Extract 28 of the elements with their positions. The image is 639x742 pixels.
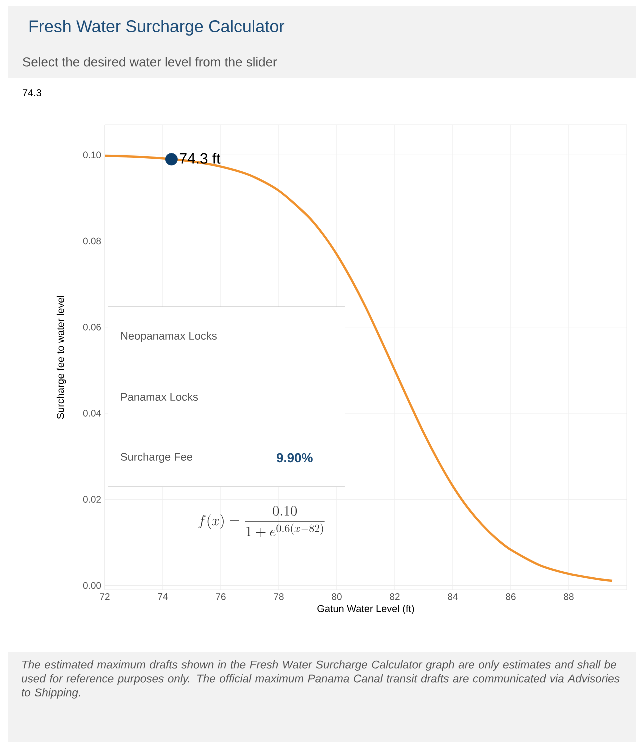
y-tick-label: 0.00: [83, 582, 102, 590]
x-tick-label: 74: [158, 594, 168, 600]
text: The estimated maximum drafts shown in the Fresh Water Surcharge Calculator graph are only estimates and shall be used for reference purposes only. The official maximum Panama Canal transit drafts are communicated via Advisories to Shipping.: [22, 660, 620, 699]
y-tick-label: 0.06: [83, 324, 102, 331]
chart-title: Fresh Water Surcharge Calculator: [30, 20, 285, 36]
chart-subtitle: Select the desired water level from the slider: [23, 57, 278, 67]
y-tick-label: 0.04: [83, 410, 102, 417]
x-tick-label: 78: [274, 594, 284, 600]
x-tick-label: 84: [448, 594, 458, 600]
y-tick-label: 0.02: [83, 496, 102, 503]
annotation: Surcharge Fee: [121, 452, 193, 464]
x-tick-label: 86: [506, 594, 516, 600]
x-tick-label: 80: [332, 594, 342, 600]
annotation: Panamax Locks: [121, 392, 198, 402]
annotation: 74.3 ft: [180, 152, 221, 164]
x-tick-label: 82: [390, 594, 400, 600]
annotation: 9.90%: [276, 453, 313, 463]
y-tick-label: 0.10: [83, 152, 102, 158]
x-axis-title: Gatun Water Level (ft): [318, 605, 414, 614]
annotation: $f(x) = \frac{0.10}{1+e^{0.6(x-82)}}$: [198, 506, 325, 538]
annotation: Neopanamax Locks: [121, 332, 217, 342]
x-tick-label: 76: [216, 594, 226, 600]
line-series: [105, 154, 614, 582]
y-tick-label: 0.08: [83, 238, 102, 245]
x-tick-label: 72: [100, 594, 110, 600]
y-axis-title: Surcharge fee to water level: [56, 296, 66, 420]
x-tick-label: 88: [564, 594, 574, 600]
text: 74.3: [23, 89, 42, 97]
